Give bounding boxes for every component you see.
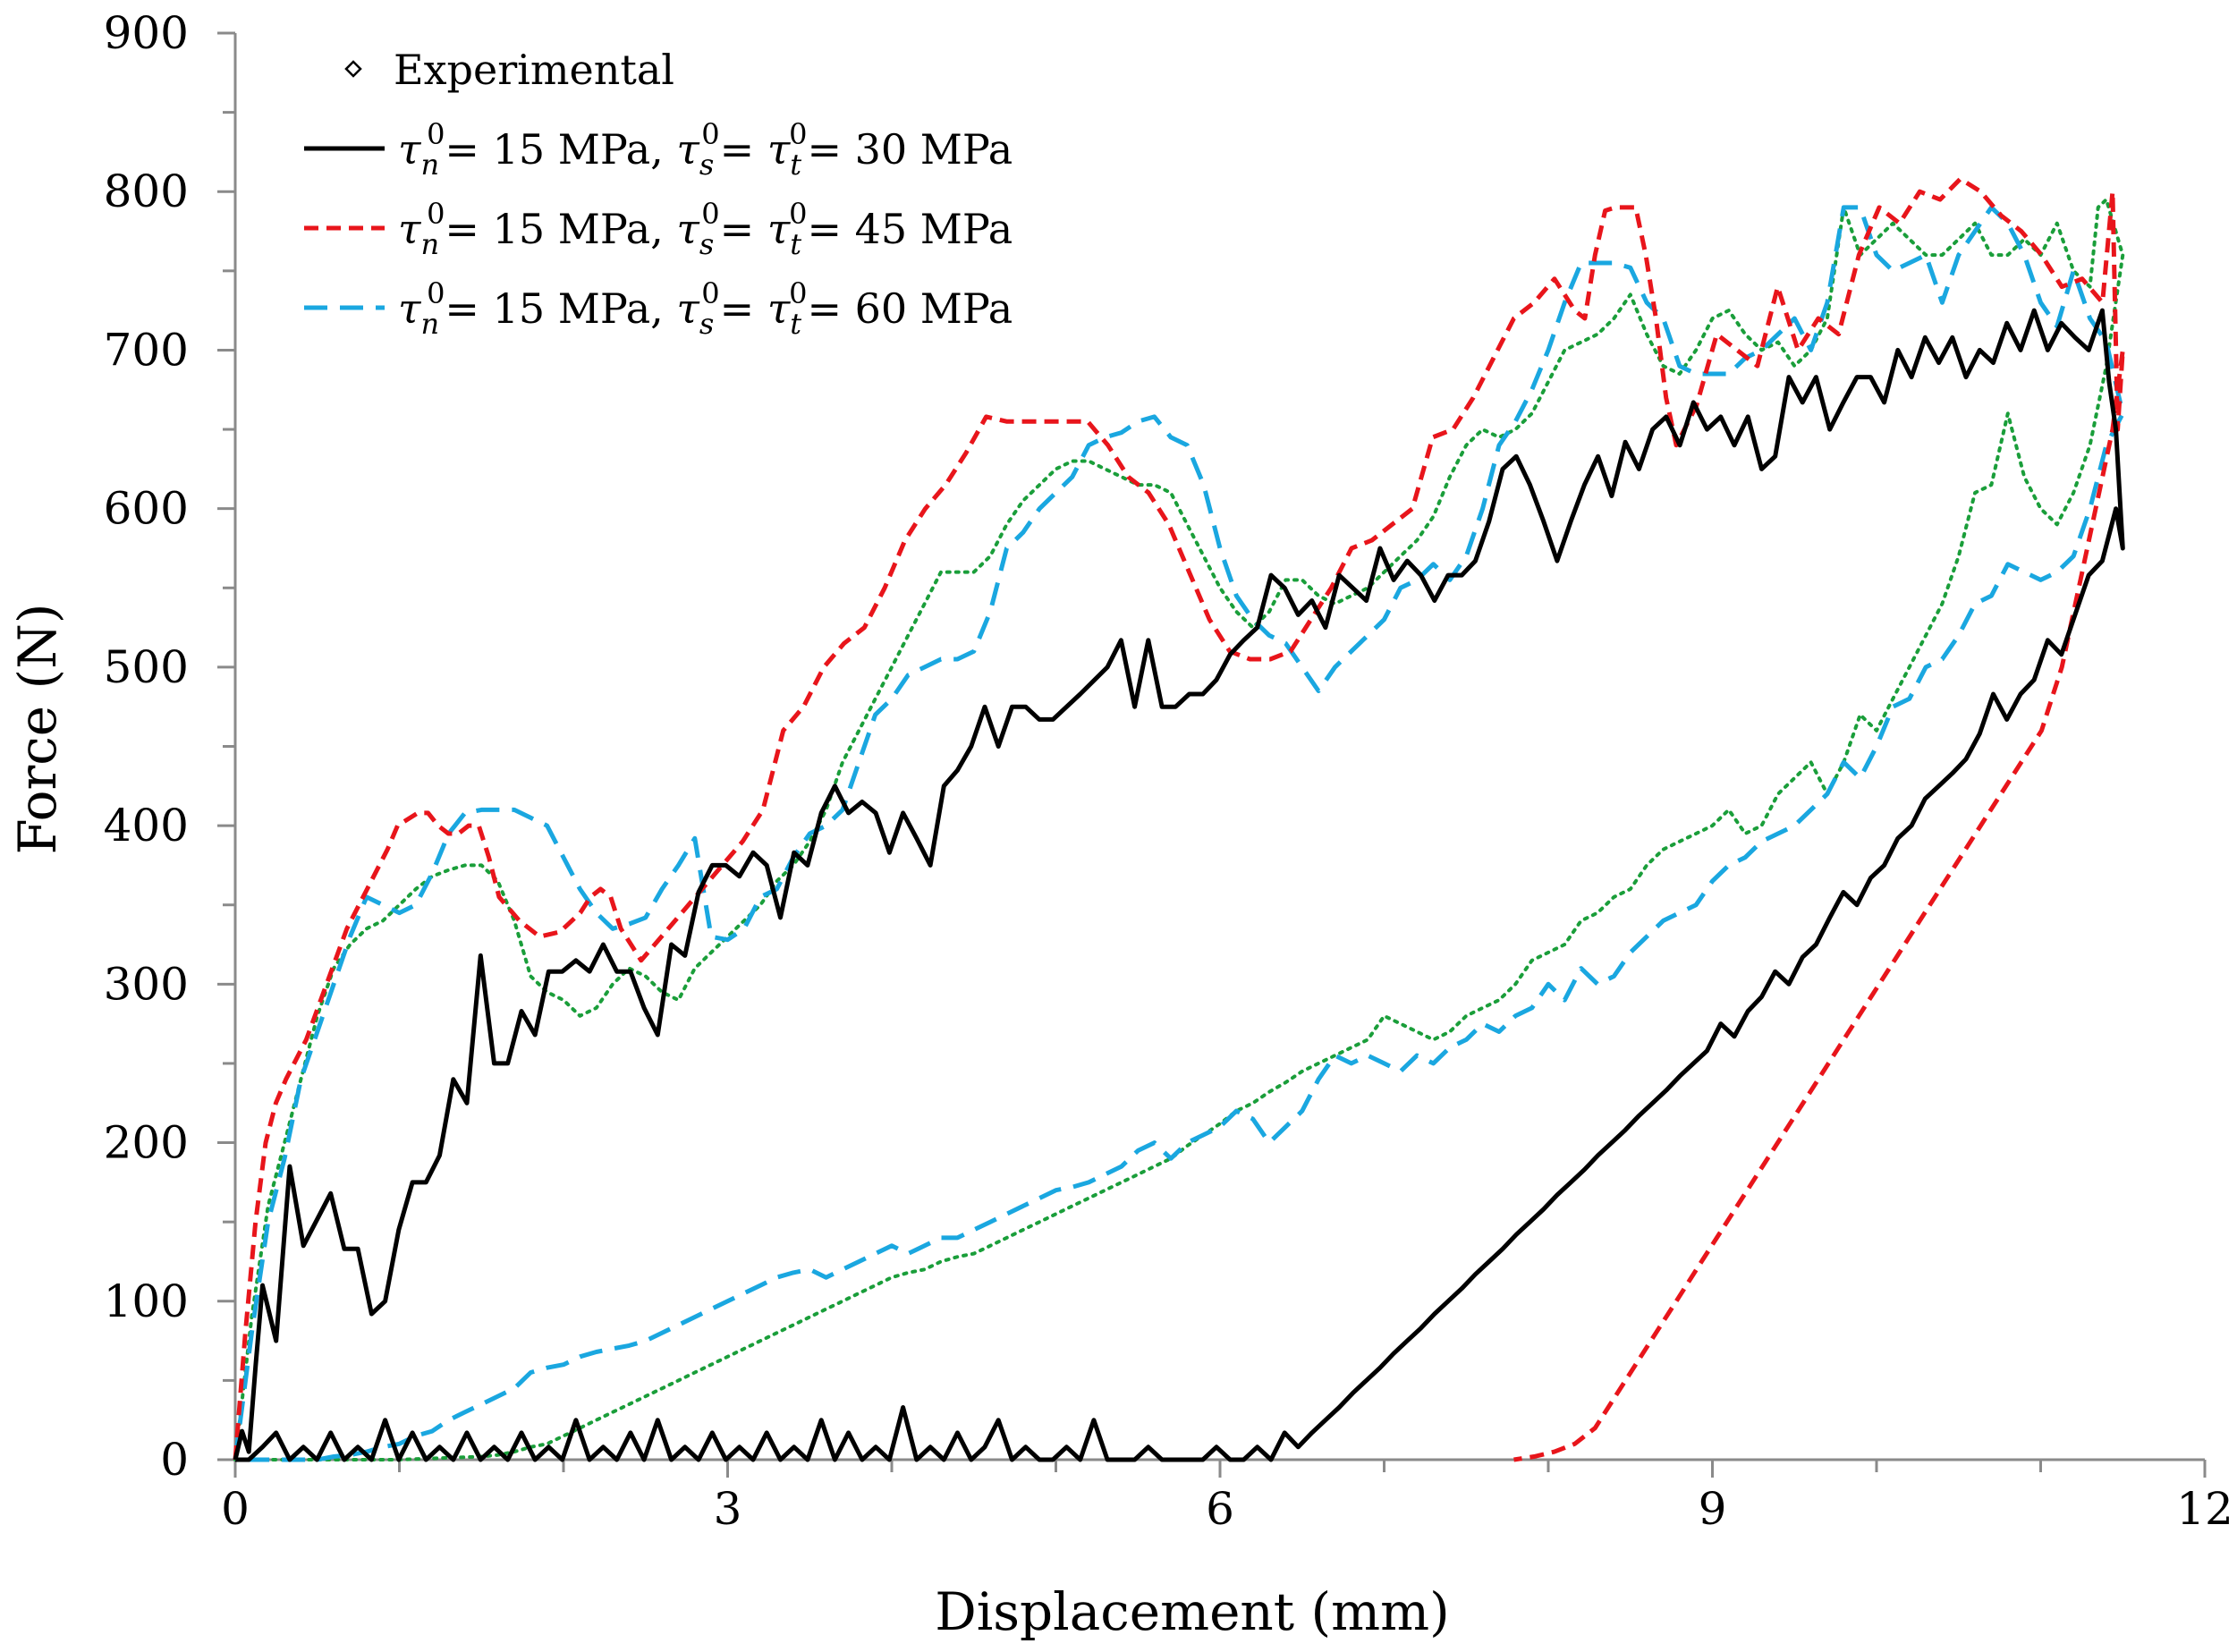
- y-tick-label: 200: [104, 1117, 189, 1169]
- y-tick-label: 0: [160, 1434, 189, 1486]
- legend-label: Experimental: [394, 46, 674, 94]
- legend: Experimental τn0= 15 MPa, τs0= τt0= 30 MP…: [304, 46, 1013, 341]
- legend-item-2: τn0= 15 MPa, τs0= τt0= 30 MPa: [304, 117, 1013, 182]
- y-axis-title: Force (N): [7, 604, 68, 855]
- legend-diamond-marker: [344, 60, 362, 78]
- y-tick-label: 100: [104, 1275, 189, 1327]
- legend-item-3: τn0= 15 MPa, τs0= τt0= 45 MPa: [304, 197, 1013, 261]
- y-tick-label: 700: [104, 324, 189, 376]
- y-tick-label: 900: [104, 7, 189, 59]
- y-tick-label: 400: [104, 800, 189, 851]
- legend-label: τn0= 15 MPa, τs0= τt0= 60 MPa: [398, 276, 1013, 341]
- series-line-4: [233, 198, 2125, 1461]
- x-tick-label: 0: [221, 1483, 250, 1535]
- x-tick-label: 12: [2176, 1483, 2233, 1535]
- legend-item-1: Experimental: [344, 46, 674, 94]
- legend-label: τn0= 15 MPa, τs0= τt0= 45 MPa: [398, 197, 1013, 261]
- series-line-2: [233, 176, 2125, 1462]
- x-axis-title: Displacement (mm): [935, 1581, 1450, 1642]
- x-tick-label: 9: [1699, 1483, 1727, 1535]
- legend-label: τn0= 15 MPa, τs0= τt0= 30 MPa: [398, 117, 1013, 182]
- y-tick-label: 600: [104, 483, 189, 535]
- x-tick-label: 6: [1206, 1483, 1234, 1535]
- plot-area: [233, 176, 2125, 1462]
- y-tick-label: 300: [104, 958, 189, 1010]
- y-tick-label: 800: [104, 165, 189, 217]
- x-tick-label: 3: [714, 1483, 742, 1535]
- y-tick-label: 500: [104, 641, 189, 693]
- series-line-1: [233, 308, 2125, 1462]
- legend-item-4: τn0= 15 MPa, τs0= τt0= 60 MPa: [304, 276, 1013, 341]
- series-line-3: [233, 205, 2125, 1462]
